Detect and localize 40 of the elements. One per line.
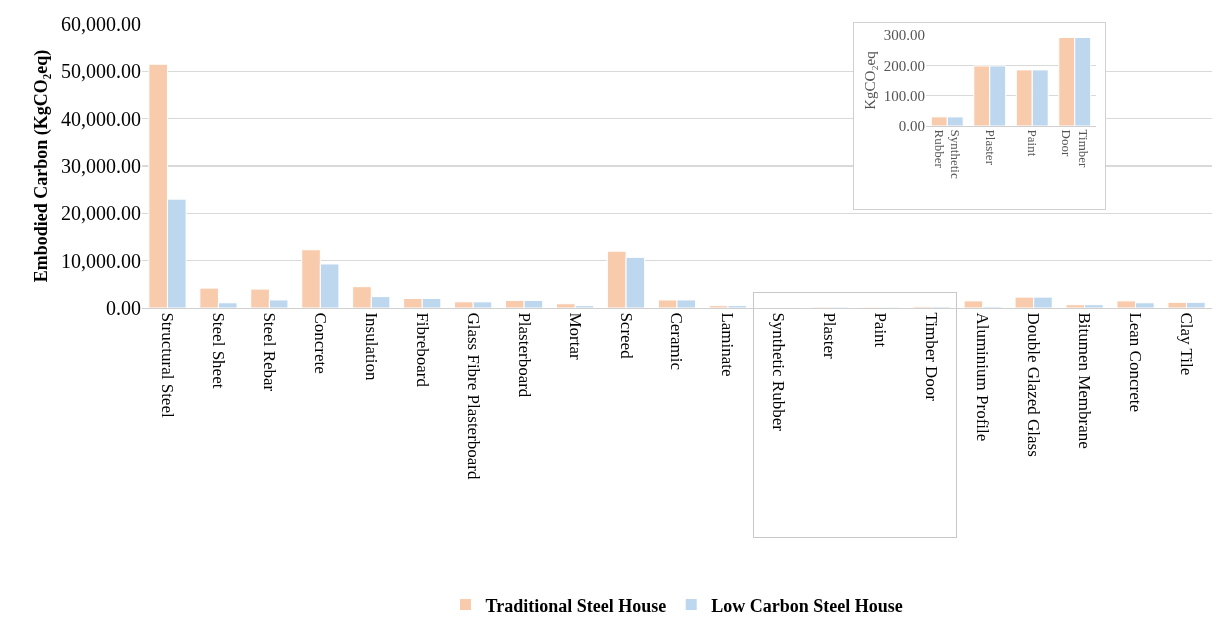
y-axis-title: KgCO₂eq <box>862 50 878 110</box>
x-tick-label: Paint <box>1025 129 1041 157</box>
y-tick-label: 60,000.00 <box>61 13 141 35</box>
x-tick-label: Insulation <box>361 312 381 381</box>
y-tick-label: 100.00 <box>883 87 925 104</box>
x-tick-label: Synthetic Rubber <box>769 312 789 432</box>
x-tick-label: Plaster <box>982 129 998 166</box>
legend-label: Low Carbon Steel House <box>711 595 903 616</box>
x-tick-label: Synthetic Rubber <box>931 129 964 179</box>
y-tick-label: 200.00 <box>883 57 925 74</box>
x-tick-label: Lean Concrete <box>1126 312 1146 412</box>
x-tick-label: Bitumen Membrane <box>1075 312 1095 449</box>
x-tick-label: Fibreboard <box>412 312 432 388</box>
x-tick-label: Plaster <box>820 312 840 360</box>
y-tick-label: 10,000.00 <box>61 249 141 272</box>
y-tick-label: 0.00 <box>106 297 141 319</box>
x-tick-label: Glass Fibre Plasterboard <box>463 312 483 481</box>
x-tick-label: Steel Sheet <box>208 312 228 389</box>
x-tick-label: Screed <box>616 312 636 360</box>
x-tick-label: Plasterboard <box>514 312 534 398</box>
x-tick-label: Aluminium Profile <box>973 312 993 442</box>
y-tick-label: 0.00 <box>898 118 925 135</box>
y-tick-label: 20,000.00 <box>61 202 141 225</box>
y-tick-label: 30,000.00 <box>61 155 141 177</box>
x-tick-label: Steel Rebar <box>259 312 279 392</box>
x-tick-label: Paint <box>871 312 891 348</box>
x-tick-label: Mortar <box>565 312 585 360</box>
y-tick-label: 50,000.00 <box>61 60 141 83</box>
x-tick-label: Timber Door <box>1059 129 1091 169</box>
legend-label: Traditional Steel House <box>485 595 667 616</box>
x-tick-label: Clay Tile <box>1176 312 1196 376</box>
x-tick-label: Structural Steel <box>157 312 177 418</box>
x-tick-label: Double Glazed Glass <box>1024 312 1044 457</box>
x-tick-label: Concrete <box>310 312 330 374</box>
y-axis-title: Embodied Carbon (KgCO₂eq) <box>31 49 53 283</box>
x-tick-label: Timber Door <box>922 312 942 402</box>
x-tick-label: Laminate <box>718 312 738 377</box>
y-tick-label: 300.00 <box>883 27 925 44</box>
y-tick-label: 40,000.00 <box>61 107 141 130</box>
x-tick-label: Ceramic <box>667 312 687 371</box>
